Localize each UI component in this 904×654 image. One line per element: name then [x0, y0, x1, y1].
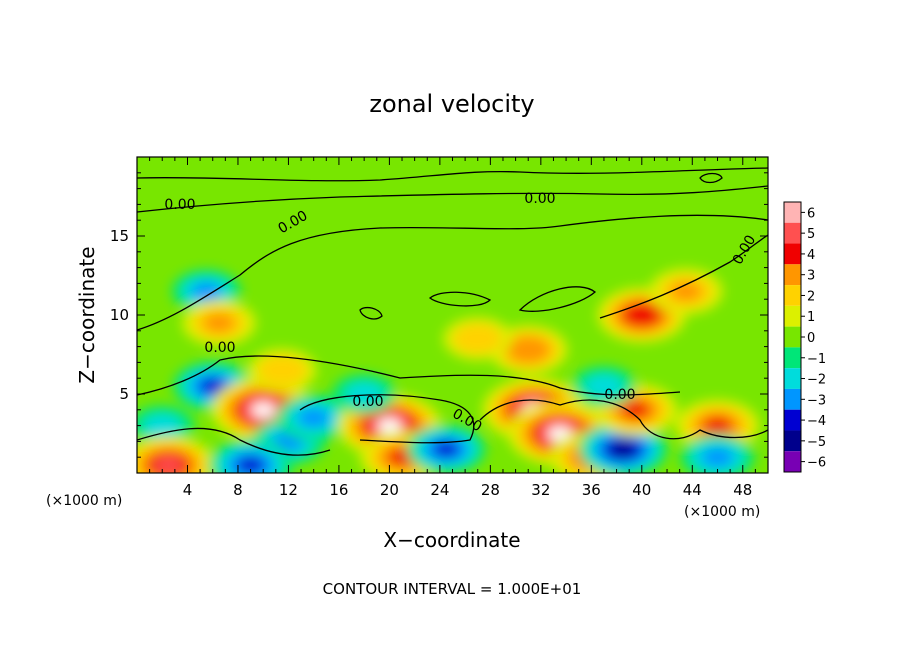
x-tick-label: 28: [481, 481, 500, 499]
colorbar-label: 6: [807, 206, 815, 221]
colorbar-swatch: [784, 368, 801, 389]
field-blob: [191, 282, 222, 301]
colorbar-swatch: [784, 305, 801, 327]
x-axis-ticks: 4 8 12 16 20 24 28 32 36 40 44 48: [149, 157, 769, 499]
contour-line: [599, 234, 768, 319]
colorbar-swatch: [784, 388, 801, 410]
colorbar-label: 5: [807, 227, 815, 242]
field-blob: [670, 281, 702, 302]
colorbar-label: 1: [807, 310, 815, 325]
field-blob: [433, 441, 460, 458]
field-blob: [515, 341, 542, 358]
x-tick-label: 12: [279, 481, 298, 499]
colorbar-label: 0: [807, 331, 815, 346]
contour-line: [479, 399, 768, 440]
y-axis-ticks: 5 10 15: [110, 172, 768, 458]
y-tick-label: 15: [110, 227, 129, 245]
colorbar: 6 5 4 3 2 1 0 −1 −2 −3 −4 −5 −6: [783, 201, 826, 473]
field-blob: [297, 407, 330, 428]
y-tick-label: 10: [110, 306, 129, 324]
colorbar-label: −4: [807, 414, 826, 429]
field-blob: [251, 402, 276, 418]
x-tick-label: 48: [733, 481, 752, 499]
colorbar-swatch: [784, 409, 801, 431]
colorbar-label: −5: [807, 435, 826, 450]
colorbar-swatch: [784, 285, 801, 306]
colorbar-label: −3: [807, 393, 826, 408]
field-blob: [610, 441, 636, 457]
field-blob: [143, 413, 182, 438]
x-tick-label: 16: [329, 481, 348, 499]
field-blob: [155, 457, 182, 473]
x-tick-label: 8: [233, 481, 243, 499]
colorbar-swatch: [784, 326, 801, 348]
contour-line: [518, 286, 597, 312]
contour-line: [699, 172, 723, 184]
field-blob: [462, 329, 493, 348]
colorbar-label: −1: [807, 352, 826, 367]
field-blob: [344, 382, 384, 406]
x-tick-label: 24: [430, 481, 449, 499]
field-blob: [629, 307, 654, 323]
field-blob: [236, 456, 265, 473]
x-unit-left: (×1000 m): [46, 493, 122, 509]
colorbar-label: −2: [807, 373, 826, 388]
contour-line: [137, 355, 681, 396]
x-tick-label: 40: [632, 481, 651, 499]
colorbar-swatch: [784, 202, 801, 223]
x-tick-label: 32: [531, 481, 550, 499]
plot-area: 0.000.000.000.000.000.000.000.00 4 8 12 16 2…: [110, 156, 769, 499]
field-blob: [701, 447, 734, 468]
y-tick-label: 5: [119, 385, 129, 403]
field-blob: [584, 374, 624, 399]
x-unit-right: (×1000 m): [684, 504, 760, 520]
field-blob: [377, 418, 402, 433]
x-tick-label: 20: [380, 481, 399, 499]
colorbar-label: 3: [807, 269, 815, 284]
contour-label: 0.00: [352, 394, 383, 410]
colorbar-swatch: [784, 451, 801, 472]
chart-title: zonal velocity: [369, 90, 534, 118]
field-blob: [199, 377, 226, 395]
colorbar-swatch: [784, 222, 801, 244]
zero-contours: [137, 167, 768, 456]
colorbar-label: 2: [807, 289, 815, 304]
contour-line: [137, 167, 768, 182]
x-tick-label: 4: [183, 481, 193, 499]
colorbar-swatch: [784, 243, 801, 265]
colorbar-swatch: [784, 430, 801, 452]
contour-line: [428, 291, 492, 307]
field-blob: [267, 361, 297, 380]
field-blob: [621, 401, 650, 419]
field-blob: [203, 313, 235, 333]
contour-line: [137, 214, 768, 331]
contour-line: [137, 427, 331, 456]
contour-labels: 0.000.000.000.000.000.000.000.00: [164, 191, 759, 435]
contour-label: 0.00: [164, 197, 195, 213]
contour-label: 0.00: [524, 191, 555, 207]
footer-note: CONTOUR INTERVAL = 1.000E+01: [323, 580, 582, 598]
colorbar-swatch: [784, 264, 801, 286]
contour-line: [359, 306, 383, 320]
contour-line: [137, 185, 768, 213]
colorbar-swatch: [784, 347, 801, 369]
contour-line: [299, 394, 475, 444]
colorbar-label: 4: [807, 248, 815, 263]
contour-label: 0.00: [204, 340, 235, 356]
x-tick-label: 36: [582, 481, 601, 499]
x-axis-label: X−coordinate: [383, 528, 520, 552]
field-blob: [703, 416, 732, 435]
y-axis-label: Z−coordinate: [75, 246, 99, 383]
x-tick-label: 44: [683, 481, 702, 499]
colorbar-label: −6: [807, 456, 826, 471]
contour-label: 0.00: [604, 387, 635, 403]
velocity-field: [137, 268, 760, 473]
